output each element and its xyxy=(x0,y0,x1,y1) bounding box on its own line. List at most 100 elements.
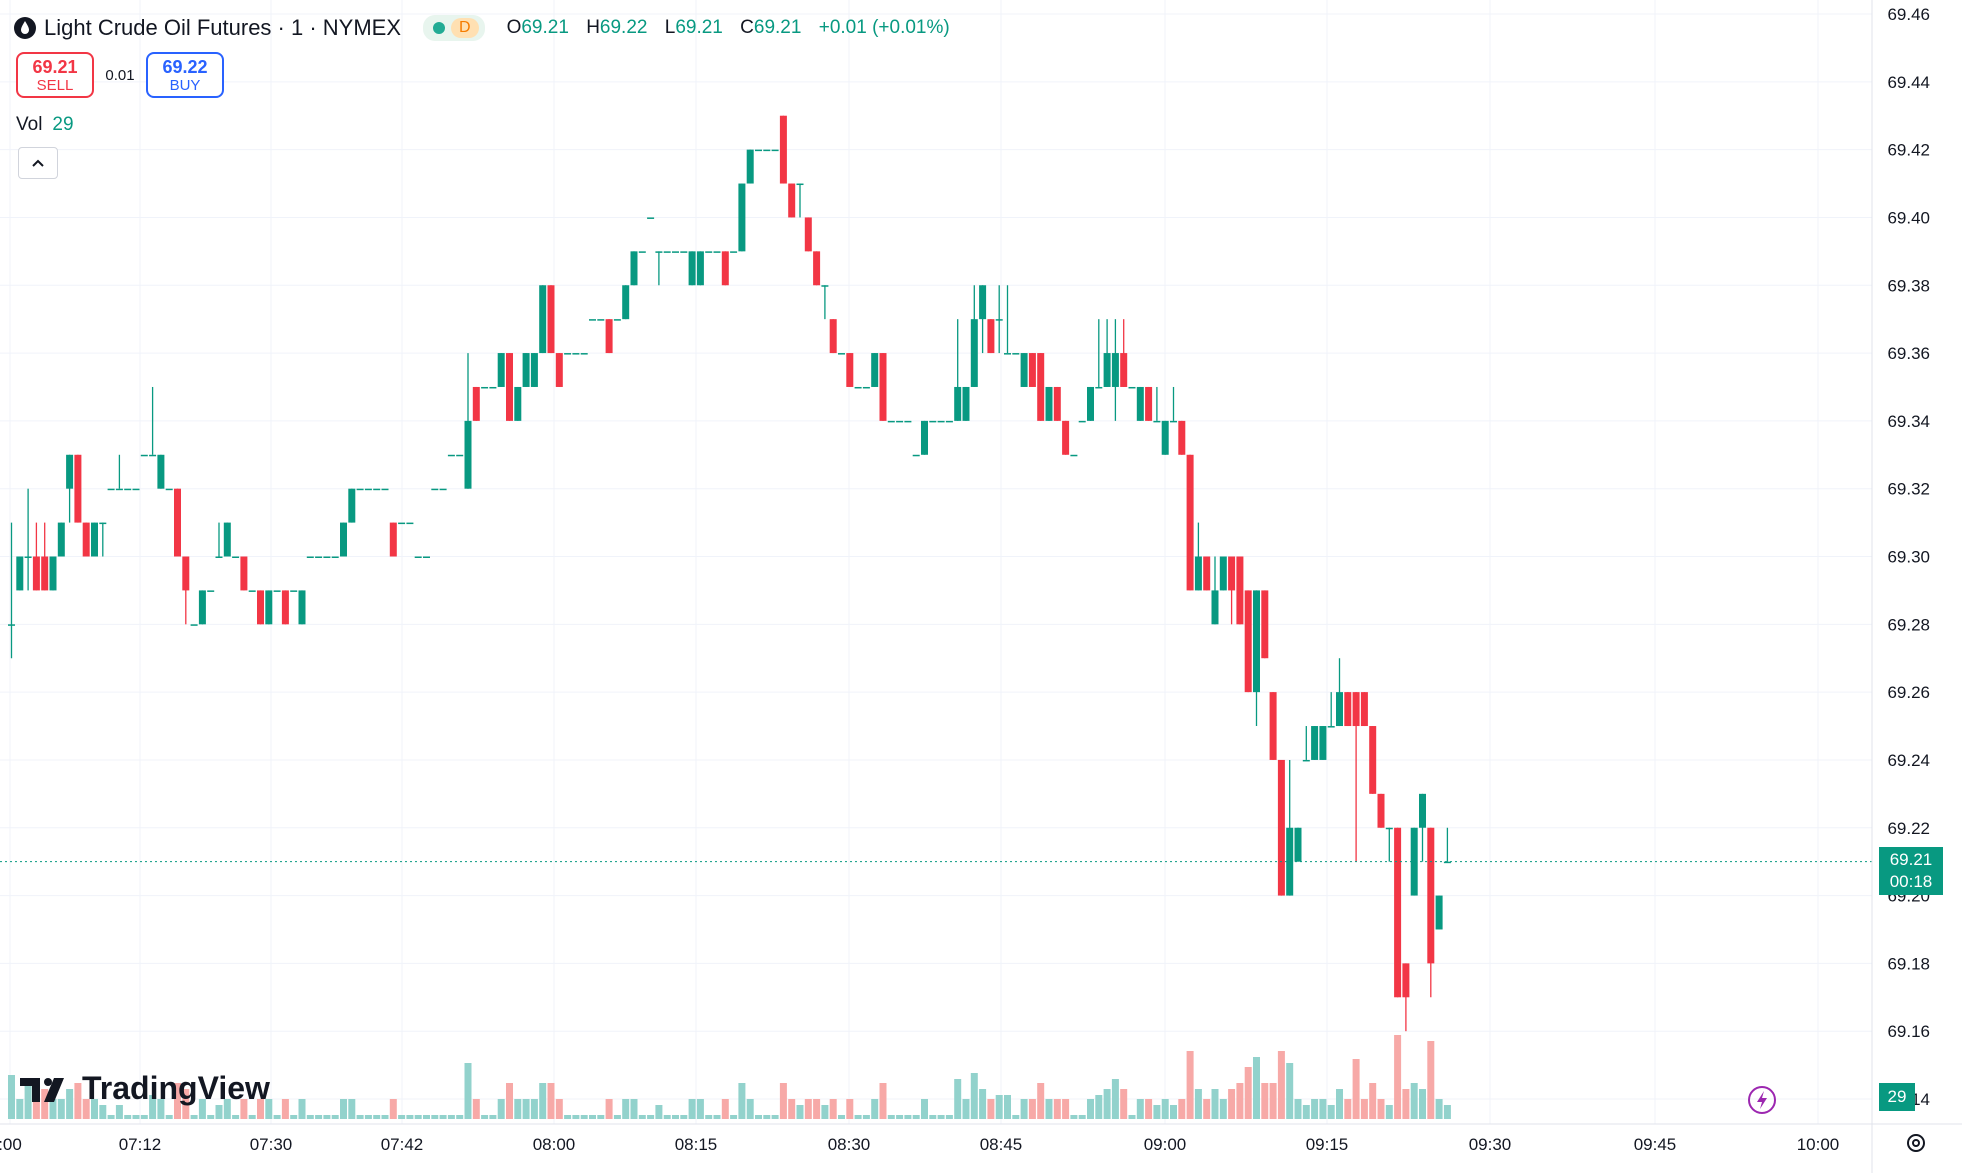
volume-bar xyxy=(489,1115,497,1119)
volume-bar xyxy=(862,1115,870,1119)
candle-body xyxy=(771,149,779,152)
volume-bar xyxy=(937,1115,945,1119)
candle-body xyxy=(464,420,472,489)
volume-legend[interactable]: Vol 29 xyxy=(16,114,74,136)
volume-bar xyxy=(630,1099,638,1119)
volume-bar xyxy=(24,1085,32,1119)
lightning-icon[interactable] xyxy=(1747,1085,1777,1115)
candle-body xyxy=(821,285,829,287)
trade-panel: 69.21 SELL 0.01 69.22 BUY xyxy=(16,52,224,98)
ohlc-high-key: H xyxy=(586,17,600,38)
candle-body xyxy=(755,149,762,152)
settings-gear-icon[interactable] xyxy=(1903,1130,1929,1156)
volume-bar xyxy=(1419,1089,1426,1119)
candle-body xyxy=(779,115,787,184)
volume-bar xyxy=(66,1089,74,1119)
ohlc-low-key: L xyxy=(664,17,676,38)
volume-bar xyxy=(887,1115,895,1119)
candle-body xyxy=(157,454,165,489)
volume-bar xyxy=(381,1115,389,1119)
volume-bar xyxy=(1194,1089,1202,1119)
volume-bar xyxy=(1360,1099,1368,1119)
volume-bar xyxy=(364,1115,372,1119)
volume-bar xyxy=(182,1089,190,1119)
volume-bar xyxy=(779,1083,787,1119)
time-tick-label: 10:00 xyxy=(1797,1135,1840,1154)
candle-body xyxy=(979,285,987,320)
volume-bar xyxy=(306,1115,314,1119)
volume-bar xyxy=(929,1115,937,1119)
volume-bar xyxy=(1219,1099,1227,1119)
volume-bar xyxy=(497,1099,505,1119)
candle-body xyxy=(1419,793,1426,828)
volume-bar xyxy=(315,1115,323,1119)
volume-bar xyxy=(638,1115,646,1119)
volume-bar xyxy=(672,1115,679,1119)
candle-body xyxy=(829,319,837,354)
candle-body xyxy=(1194,556,1202,591)
volume-bar xyxy=(74,1083,82,1119)
candle-body xyxy=(456,454,464,457)
volume-bar xyxy=(1327,1105,1335,1119)
price-tick-label: 69.38 xyxy=(1887,276,1930,295)
symbol-title[interactable]: Light Crude Oil Futures · 1 · NYMEX xyxy=(44,15,402,40)
volume-bar xyxy=(132,1115,140,1119)
candle-body xyxy=(398,522,406,525)
candle-body xyxy=(954,386,962,421)
volume-bar xyxy=(198,1099,206,1119)
candle-body xyxy=(66,454,74,489)
volume-bar xyxy=(240,1099,248,1119)
candle-body xyxy=(257,590,264,625)
candle-body xyxy=(431,488,439,491)
volume-bar xyxy=(340,1099,347,1119)
candle-body xyxy=(32,556,40,591)
volume-bar xyxy=(1186,1051,1194,1119)
candle-body xyxy=(1443,861,1451,864)
buy-button[interactable]: 69.22 BUY xyxy=(146,52,224,98)
candle-body xyxy=(763,149,771,152)
candle-body xyxy=(57,522,65,557)
volume-bar xyxy=(215,1105,223,1119)
candle-body xyxy=(713,251,721,253)
time-tick-label: 08:15 xyxy=(675,1135,718,1154)
time-tick-label: 09:45 xyxy=(1634,1135,1677,1154)
tradingview-logo[interactable]: TradingView xyxy=(20,1070,270,1107)
candle-body xyxy=(995,319,1003,321)
candle-body xyxy=(340,522,347,557)
candle-body xyxy=(705,251,713,253)
volume-bar xyxy=(921,1099,928,1119)
candle-body xyxy=(887,420,895,423)
candle-body xyxy=(1203,556,1211,591)
sell-button[interactable]: 69.21 SELL xyxy=(16,52,94,98)
volume-bar xyxy=(157,1099,165,1119)
candle-body xyxy=(165,488,173,491)
ohlc-change: +0.01 (+0.01%) xyxy=(818,17,950,38)
last-price-value: 69.21 xyxy=(1889,850,1933,869)
collapse-legend-button[interactable] xyxy=(18,147,58,179)
volume-bar xyxy=(572,1115,580,1119)
volume-bar xyxy=(896,1115,904,1119)
time-tick-label: 07:42 xyxy=(381,1135,424,1154)
time-tick-label: 09:00 xyxy=(1144,1135,1187,1154)
candle-body xyxy=(945,420,953,423)
volume-bar xyxy=(846,1099,854,1119)
market-status-pill[interactable]: D xyxy=(423,15,485,41)
candle-body xyxy=(1394,827,1402,998)
volume-bar xyxy=(954,1079,962,1119)
candle-body xyxy=(24,556,32,558)
time-tick-label: 08:00 xyxy=(533,1135,576,1154)
volume-bar xyxy=(713,1115,721,1119)
candle-body xyxy=(589,319,596,321)
volume-bar xyxy=(1078,1115,1086,1119)
volume-bar xyxy=(1103,1089,1111,1119)
buy-price: 69.22 xyxy=(162,56,208,77)
candle-body xyxy=(497,353,505,387)
candle-body xyxy=(1186,454,1194,591)
volume-bar xyxy=(1319,1099,1327,1119)
chart-grid xyxy=(0,0,1872,1124)
candle-body xyxy=(555,353,563,387)
volume-bar xyxy=(91,1099,98,1119)
volume-bar xyxy=(721,1099,729,1119)
volume-bar xyxy=(49,1099,57,1119)
